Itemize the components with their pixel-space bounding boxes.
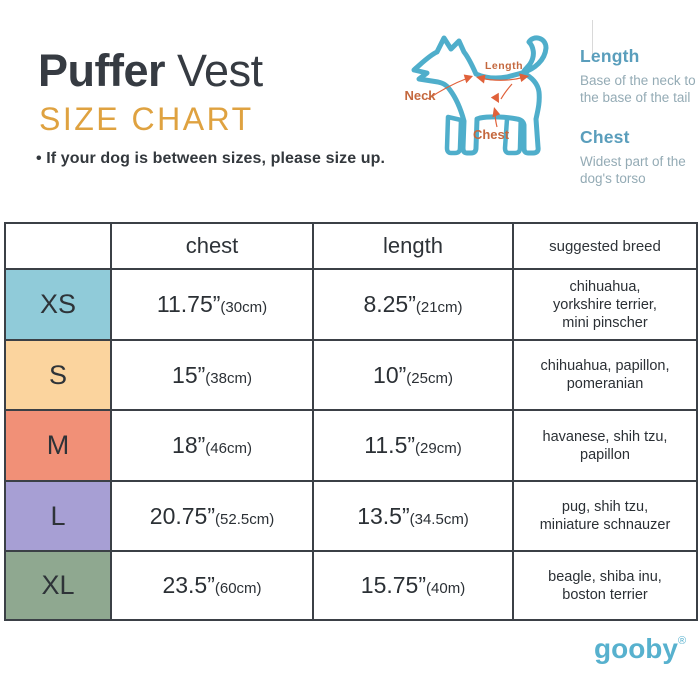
chest-cm: (30cm)	[220, 299, 268, 316]
sizing-note: • If your dog is between sizes, please s…	[36, 150, 386, 167]
length-label: Length	[485, 60, 523, 72]
chest-inches: 11.75”	[156, 291, 221, 317]
chest-value: 15”(38cm)	[110, 339, 314, 411]
length-value: 13.5”(34.5cm)	[312, 480, 514, 552]
neck-arrow-icon	[427, 74, 473, 100]
table-row: XL 23.5”(60cm) 15.75”(40m) beagle, shiba…	[4, 550, 698, 621]
size-badge-l: L	[4, 480, 112, 552]
table-row: L 20.75”(52.5cm) 13.5”(34.5cm) pug, shih…	[4, 480, 698, 552]
length-cm: (21cm)	[415, 299, 463, 316]
size-badge-s: S	[4, 339, 112, 411]
gooby-logo: gooby®	[594, 633, 686, 665]
size-badge-xl: XL	[4, 550, 112, 621]
chest-value: 18”(46cm)	[110, 409, 314, 482]
chest-cm: (52.5cm)	[215, 510, 275, 528]
length-inches: 15.75”	[360, 572, 427, 598]
suggested-breeds: havanese, shih tzu, papillon	[512, 409, 698, 482]
legend-chest-definition: Widest part of the dog's torso	[580, 154, 686, 186]
chest-value: 23.5”(60cm)	[110, 550, 314, 621]
length-arrow-icon	[476, 73, 529, 84]
chest-cm: (46cm)	[205, 440, 252, 457]
page-title-bold: Puffer	[38, 45, 166, 96]
suggested-breeds: chihuahua, papillon, pomeranian	[512, 339, 698, 411]
length-cm: (40m)	[426, 580, 466, 597]
legend-chest-term: Chest	[580, 127, 630, 147]
table-row: S 15”(38cm) 10”(25cm) chihuahua, papillo…	[4, 339, 698, 411]
chest-value: 20.75”(52.5cm)	[110, 480, 314, 552]
table-header-row: chest length suggested breed	[4, 222, 698, 270]
length-inches: 11.5”	[364, 432, 416, 458]
chest-inches: 20.75”	[149, 502, 216, 529]
length-cm: (29cm)	[415, 440, 462, 457]
chest-cm: (38cm)	[205, 369, 252, 387]
dog-diagram: Neck Length Chest	[404, 35, 549, 156]
suggested-breeds: pug, shih tzu, miniature schnauzer	[512, 480, 698, 552]
length-value: 15.75”(40m)	[312, 550, 514, 621]
page-title: Puffer Vest	[38, 48, 263, 93]
chest-value: 11.75”(30cm)	[110, 268, 314, 341]
suggested-breeds: chihuahua, yorkshire terrier, mini pinsc…	[512, 268, 698, 341]
legend-length-term: Length	[580, 46, 640, 66]
length-value: 10”(25cm)	[312, 339, 514, 411]
table-row: XS 11.75”(30cm) 8.25”(21cm) chihuahua, y…	[4, 268, 698, 341]
length-inches: 13.5”	[357, 502, 410, 529]
length-value: 11.5”(29cm)	[312, 409, 514, 482]
gooby-logo-text: gooby	[594, 633, 678, 664]
header-size	[4, 222, 112, 270]
header-chest: chest	[110, 222, 314, 270]
header-suggested-breed: suggested breed	[512, 222, 698, 270]
legend-length-definition: Base of the neck to the base of the tail	[580, 73, 696, 105]
length-inches: 8.25”	[363, 291, 416, 317]
header-length: length	[312, 222, 514, 270]
dog-outline-icon	[411, 35, 549, 156]
length-cm: (34.5cm)	[409, 510, 469, 528]
size-badge-m: M	[4, 409, 112, 482]
chest-arrow-icon	[490, 83, 513, 128]
page-title-light: Vest	[165, 45, 263, 96]
legend-divider	[592, 20, 593, 56]
chest-cm: (60cm)	[214, 580, 262, 597]
neck-label: Neck	[404, 88, 436, 103]
chest-inches: 18”	[172, 432, 206, 458]
chest-inches: 23.5”	[162, 572, 215, 598]
measurement-legend: Length Base of the neck to the base of t…	[580, 46, 700, 187]
table-row: M 18”(46cm) 11.5”(29cm) havanese, shih t…	[4, 409, 698, 482]
page-subtitle: SIZE CHART	[39, 101, 254, 137]
size-table: chest length suggested breed XS 11.75”(3…	[4, 222, 698, 621]
length-cm: (25cm)	[406, 369, 453, 387]
length-inches: 10”	[373, 361, 407, 388]
chest-inches: 15”	[172, 361, 206, 388]
chest-label: Chest	[473, 127, 510, 142]
size-badge-xs: XS	[4, 268, 112, 341]
registered-mark: ®	[678, 635, 687, 647]
length-value: 8.25”(21cm)	[312, 268, 514, 341]
suggested-breeds: beagle, shiba inu, boston terrier	[512, 550, 698, 621]
